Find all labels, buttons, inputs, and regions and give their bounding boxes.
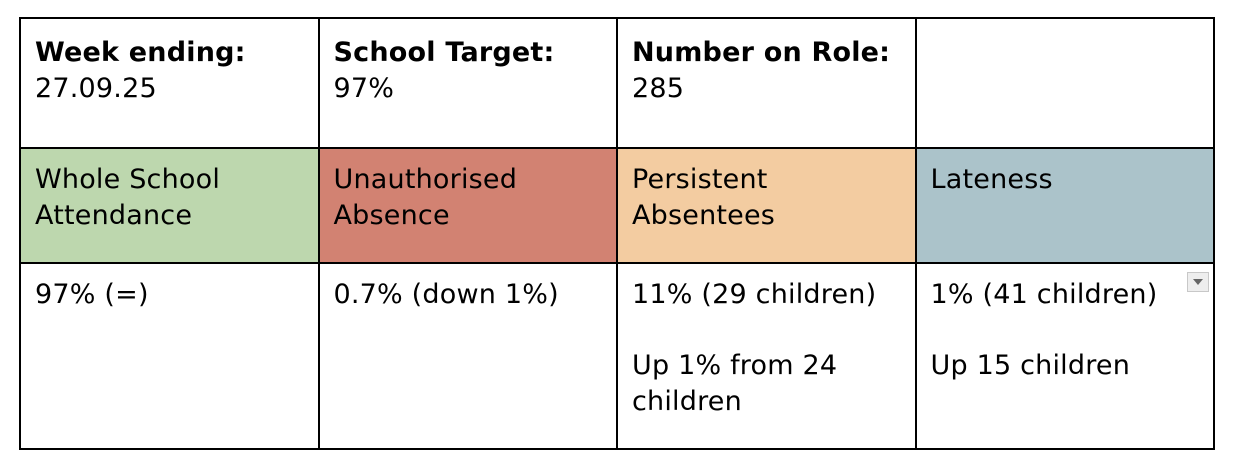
- category-title-line: Lateness: [930, 164, 1053, 195]
- header-persistent-absentees[interactable]: Persistent Absentees: [616, 147, 917, 264]
- category-values-row: 97% (=) 0.7% (down 1%) 11% (29 children)…: [19, 262, 1215, 450]
- value-line: 11% (29 children): [632, 279, 877, 310]
- week-ending-value: 27.09.25: [35, 73, 157, 104]
- header-lateness[interactable]: Lateness: [914, 147, 1215, 264]
- school-target-value: 97%: [333, 73, 395, 104]
- category-title-line: Attendance: [35, 200, 193, 231]
- value-line: 97% (=): [35, 279, 149, 310]
- value-unauthorised-absence[interactable]: 0.7% (down 1%): [317, 262, 618, 450]
- category-header-row: Whole School Attendance Unauthorised Abs…: [19, 147, 1215, 264]
- category-title-line: Unauthorised: [333, 164, 518, 195]
- week-ending-label: Week ending:: [35, 37, 246, 68]
- chevron-down-icon[interactable]: [1187, 272, 1209, 292]
- value-line: 0.7% (down 1%): [333, 279, 559, 310]
- header-unauthorised-absence[interactable]: Unauthorised Absence: [317, 147, 618, 264]
- attendance-table-container: Week ending: 27.09.25 School Target: 97%…: [19, 17, 1215, 450]
- header-whole-school-attendance[interactable]: Whole School Attendance: [19, 147, 320, 264]
- category-title-line: Whole School: [35, 164, 221, 195]
- value-note: Up 15 children: [930, 350, 1131, 381]
- school-target-cell[interactable]: School Target: 97%: [317, 17, 618, 149]
- category-title-line: Persistent: [632, 164, 768, 195]
- school-target-label: School Target:: [333, 37, 555, 68]
- attendance-summary-table: Week ending: 27.09.25 School Target: 97%…: [19, 17, 1215, 450]
- number-on-role-cell[interactable]: Number on Role: 285: [616, 17, 917, 149]
- value-persistent-absentees[interactable]: 11% (29 children) Up 1% from 24 children: [616, 262, 917, 450]
- number-on-role-value: 285: [632, 73, 685, 104]
- week-ending-cell[interactable]: Week ending: 27.09.25: [19, 17, 320, 149]
- info-row: Week ending: 27.09.25 School Target: 97%…: [19, 17, 1215, 149]
- value-whole-school-attendance[interactable]: 97% (=): [19, 262, 320, 450]
- value-note: Up 1% from 24 children: [632, 350, 838, 417]
- category-title-line: Absence: [333, 200, 450, 231]
- number-on-role-label: Number on Role:: [632, 37, 891, 68]
- value-line: 1% (41 children): [930, 279, 1158, 310]
- category-title-line: Absentees: [632, 200, 776, 231]
- value-lateness[interactable]: 1% (41 children) Up 15 children: [914, 262, 1215, 450]
- empty-cell[interactable]: [914, 17, 1215, 149]
